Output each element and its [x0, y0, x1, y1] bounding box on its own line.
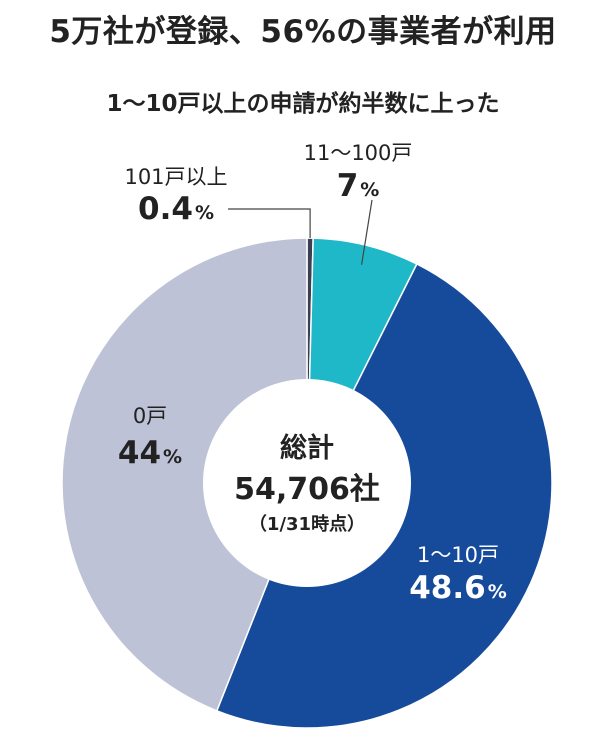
leader-line-0 [228, 208, 311, 238]
center-note: （1/31時点） [249, 513, 365, 535]
slice-value-1: 7% [337, 168, 380, 204]
leader-line-1 [361, 199, 373, 265]
slice-value-3: 44% [118, 435, 182, 471]
slice-label-1: 11～100戸 [304, 141, 413, 165]
slice-label-2: 1～10戸 [417, 543, 499, 567]
slice-label-0: 101戸以上 [124, 165, 227, 189]
chart-subtitle: 1～10戸以上の申請が約半数に上った [106, 91, 500, 117]
slice-value-2: 48.6% [409, 570, 507, 606]
slice-value-0: 0.4% [138, 191, 214, 227]
slice-label-3: 0戸 [133, 404, 167, 428]
donut-hole [203, 379, 411, 587]
center-total: 54,706社 [234, 472, 380, 507]
pie-slice-3 [61, 237, 308, 712]
chart-title: 5万社が登録、56%の事業者が利用 [49, 14, 557, 50]
center-title: 総計 [280, 432, 334, 464]
